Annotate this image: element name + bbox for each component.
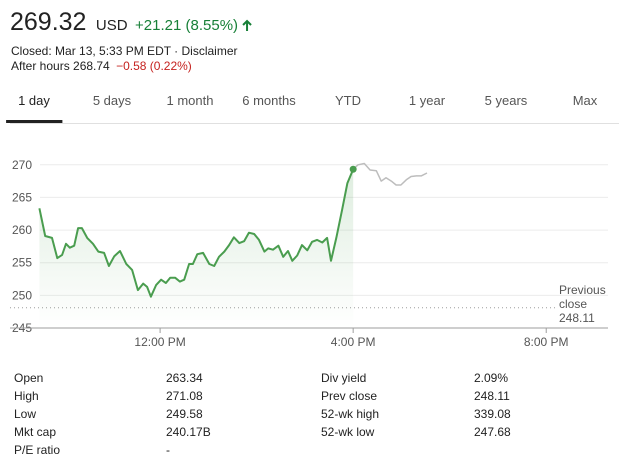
stat-value: 240.17B (166, 425, 211, 439)
stat-value: 249.58 (166, 407, 203, 421)
reference-label: Previous close 248.11 (559, 283, 606, 325)
stat-value: 248.11 (474, 389, 510, 403)
tab-underline (6, 120, 63, 123)
stat-label: 52-wk low (321, 425, 375, 439)
tab[interactable]: 5 years (485, 93, 528, 108)
y-tick-label: 265 (12, 190, 32, 204)
stat-value: 271.08 (166, 389, 203, 403)
close-marker (349, 165, 357, 173)
x-tick-label: 8:00 PM (524, 335, 569, 349)
stat-value: 263.34 (166, 371, 203, 385)
price-line: 269.32 USD +21.21 (8.55%) (10, 8, 238, 36)
change: +21.21 (8.55%) (135, 17, 238, 34)
reference-value: 248.11 (559, 311, 595, 325)
stat-label: 52-wk high (321, 407, 379, 421)
tab[interactable]: 6 months (242, 93, 296, 108)
tab[interactable]: 1 day (18, 93, 50, 108)
after-hours: After hours 268.74 (11, 59, 110, 73)
tab[interactable]: YTD (335, 93, 361, 108)
stat-label: P/E ratio (14, 443, 60, 457)
reference-name: Previous close (559, 283, 606, 311)
status: Closed: Mar 13, 5:33 PM EDT · Disclaimer (11, 44, 238, 58)
after-hours-line: After hours 268.74 −0.58 (0.22%) (11, 59, 192, 73)
after-hours-change: −0.58 (0.22%) (116, 59, 192, 73)
tab[interactable]: 1 month (167, 93, 214, 108)
tab[interactable]: 5 days (93, 93, 132, 108)
area (39, 169, 354, 328)
y-tick-label: 260 (12, 223, 32, 237)
y-tick-label: 250 (12, 288, 32, 302)
y-tick-label: 255 (12, 256, 32, 270)
stat-value: 339.08 (474, 407, 511, 421)
x-tick-label: 4:00 PM (331, 335, 376, 349)
stat-label: High (14, 389, 39, 403)
price: 269.32 (10, 8, 86, 36)
stat-label: Open (14, 371, 43, 385)
tab[interactable]: Max (573, 93, 598, 108)
stat-label: Mkt cap (14, 425, 56, 439)
stat-label: Div yield (321, 371, 366, 385)
y-tick-label: 270 (12, 158, 32, 172)
up-arrow (242, 19, 252, 31)
price-line (352, 162, 428, 186)
stat-value: - (166, 443, 170, 457)
tab[interactable]: 1 year (409, 93, 446, 108)
stat-label: Prev close (321, 389, 377, 403)
stat-value: 2.09% (474, 371, 508, 385)
currency: USD (96, 17, 128, 34)
stat-label: Low (14, 407, 36, 421)
x-tick-label: 12:00 PM (134, 335, 185, 349)
price-line (38, 168, 355, 298)
stat-value: 247.68 (474, 425, 511, 439)
